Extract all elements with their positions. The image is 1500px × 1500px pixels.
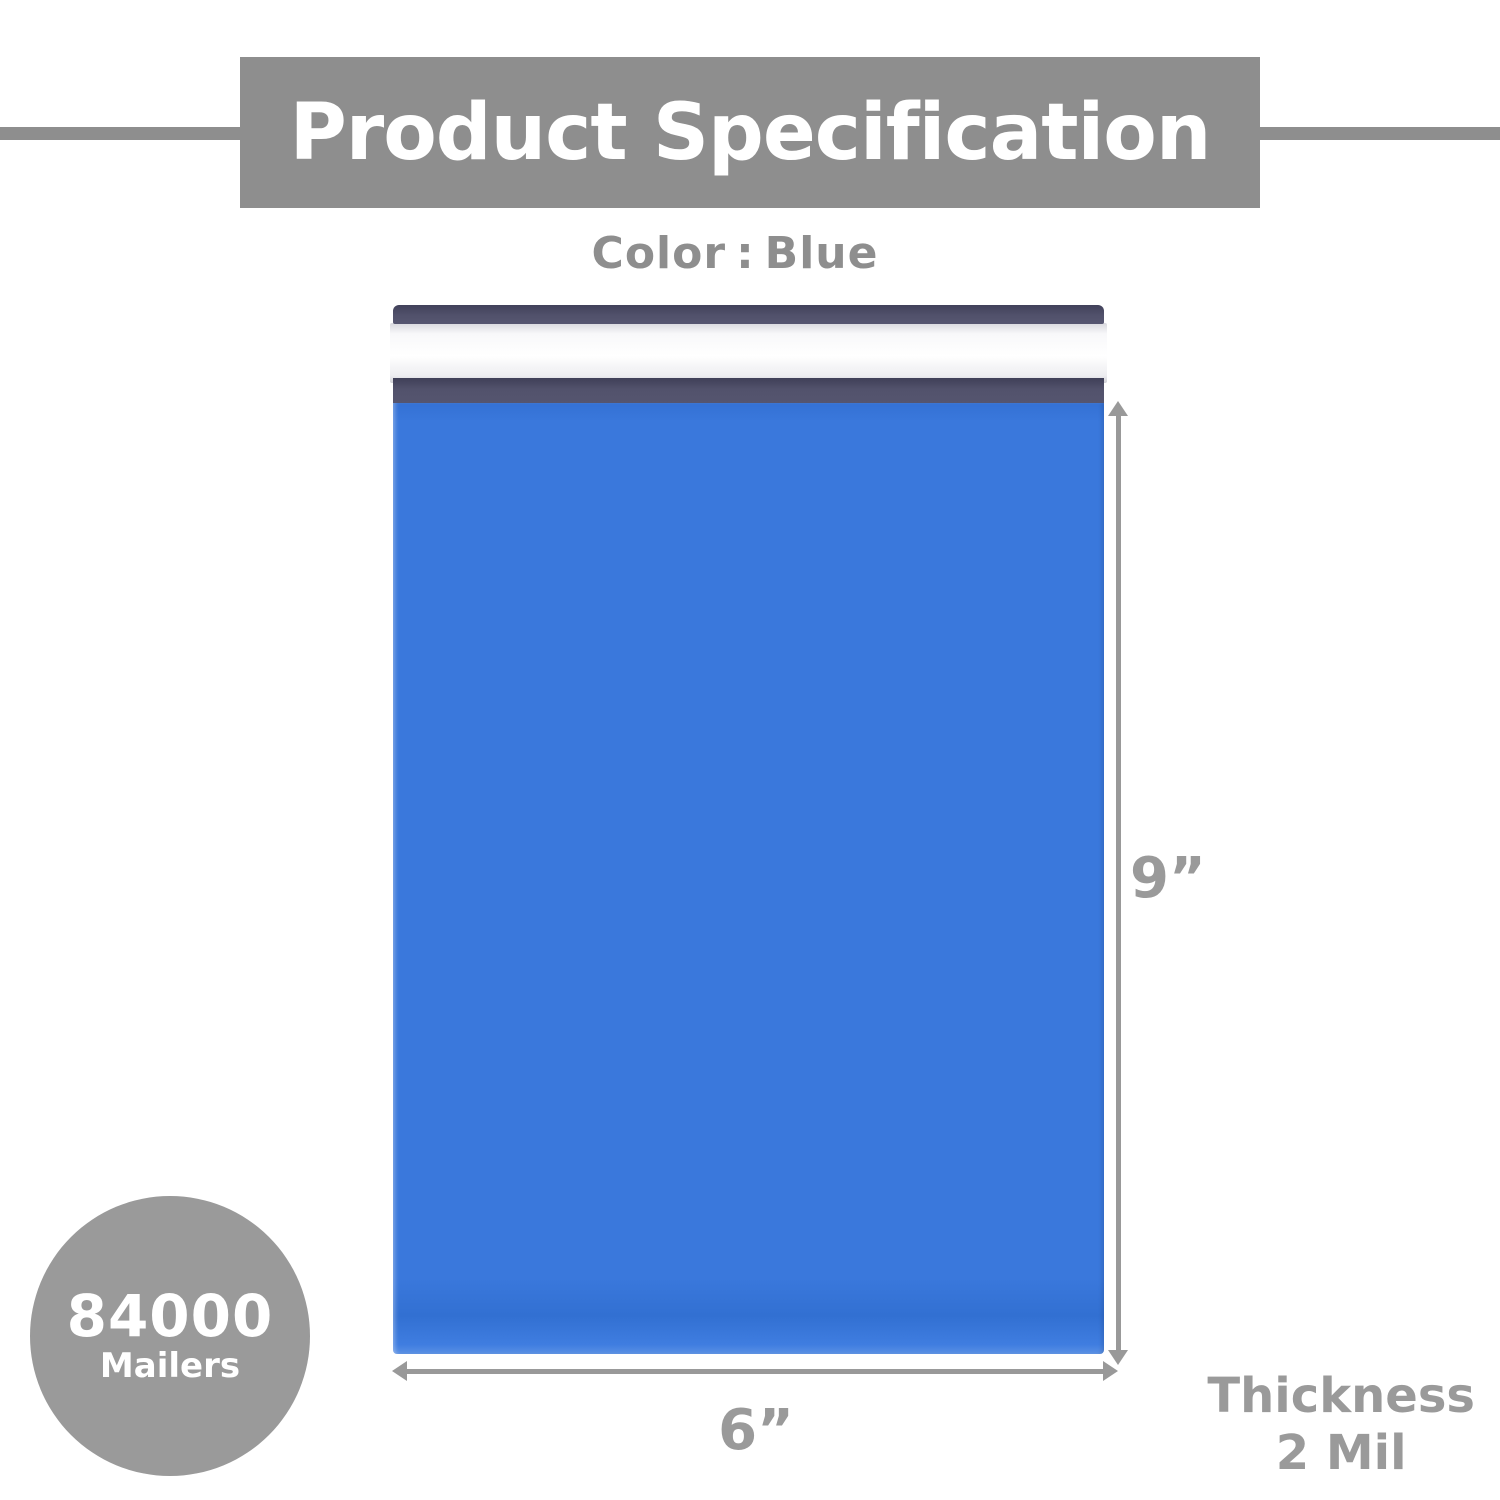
header-banner: Product Specification: [240, 57, 1260, 208]
mailer-flap-top-edge: [393, 305, 1104, 324]
color-spec-value: Blue: [764, 228, 879, 279]
poly-mailer-illustration: [390, 305, 1107, 1354]
thickness-spec: Thickness 2 Mil: [1207, 1368, 1475, 1481]
width-arrow-left-icon: [392, 1361, 407, 1381]
quantity-badge: 84000 Mailers: [30, 1196, 310, 1476]
thickness-value: 2 Mil: [1275, 1424, 1407, 1481]
width-dimension-label: 6”: [718, 1398, 794, 1463]
height-dimension-label: 9”: [1130, 846, 1206, 911]
color-spec-separator: :: [736, 228, 755, 279]
mailer-flap-bottom-edge: [393, 378, 1104, 403]
color-spec-line: Color: Blue: [0, 228, 1470, 279]
thickness-label: Thickness: [1207, 1368, 1475, 1424]
quantity-unit: Mailers: [99, 1345, 241, 1386]
mailer-seal-strip: [390, 323, 1107, 383]
quantity-count: 84000: [66, 1282, 274, 1350]
width-dimension-line: [407, 1369, 1103, 1374]
height-dimension-line: [1116, 413, 1121, 1351]
page-title: Product Specification: [289, 87, 1212, 178]
width-arrow-right-icon: [1103, 1361, 1118, 1381]
mailer-body: [393, 403, 1104, 1354]
color-spec-label: Color: [591, 228, 727, 279]
height-arrow-up-icon: [1108, 401, 1128, 416]
